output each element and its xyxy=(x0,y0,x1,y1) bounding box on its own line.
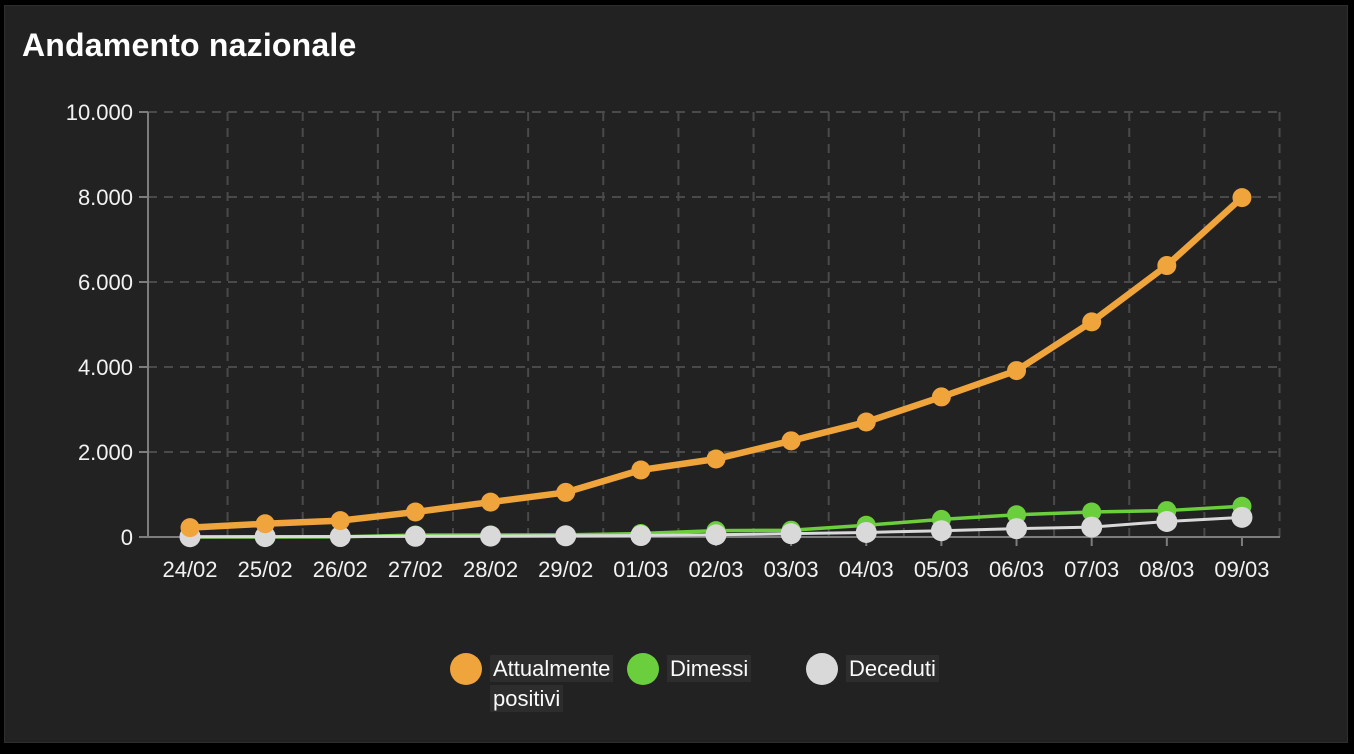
legend-label-deceduti: Deceduti xyxy=(846,653,939,684)
series-line-attualmente-positivi xyxy=(186,194,1246,531)
data-point-attualmente-positivi[interactable] xyxy=(255,514,275,534)
x-axis-label: 06/03 xyxy=(989,557,1044,582)
legend-item-deceduti: Deceduti xyxy=(806,653,939,685)
x-axis-label: 05/03 xyxy=(914,557,969,582)
y-axis-label: 10.000 xyxy=(66,100,133,125)
data-point-attualmente-positivi[interactable] xyxy=(781,431,801,451)
legend-item-dimessi: Dimessi xyxy=(627,653,752,685)
y-axis-label: 6.000 xyxy=(78,270,133,295)
data-point-dimessi[interactable] xyxy=(1082,502,1102,522)
x-axis-label: 28/02 xyxy=(463,557,518,582)
data-point-deceduti[interactable] xyxy=(780,523,802,545)
data-point-attualmente-positivi[interactable] xyxy=(1082,312,1102,332)
data-point-attualmente-positivi[interactable] xyxy=(330,511,350,531)
data-point-deceduti[interactable] xyxy=(1231,506,1253,528)
x-axis-label: 08/03 xyxy=(1139,557,1194,582)
data-point-deceduti[interactable] xyxy=(404,525,426,547)
x-axis-label: 01/03 xyxy=(613,557,668,582)
legend-label-dimessi: Dimessi xyxy=(667,653,752,684)
data-point-attualmente-positivi[interactable] xyxy=(1157,256,1177,276)
x-axis-label: 27/02 xyxy=(388,557,443,582)
data-point-deceduti[interactable] xyxy=(630,525,652,547)
data-point-attualmente-positivi[interactable] xyxy=(1007,361,1027,381)
legend-item-attualmente-positivi: Attualmente positivi xyxy=(450,653,625,714)
legend-dot-dimessi xyxy=(627,653,659,685)
legend-label-attualmente-positivi: Attualmente positivi xyxy=(490,653,625,714)
y-axis-label: 4.000 xyxy=(78,355,133,380)
x-axis-label: 29/02 xyxy=(538,557,593,582)
data-point-attualmente-positivi[interactable] xyxy=(1232,188,1252,208)
x-axis-label: 26/02 xyxy=(313,557,368,582)
x-axis-label: 04/03 xyxy=(839,557,894,582)
y-axis-label: 0 xyxy=(121,525,133,550)
data-point-attualmente-positivi[interactable] xyxy=(631,460,651,480)
data-point-attualmente-positivi[interactable] xyxy=(481,492,501,512)
data-point-attualmente-positivi[interactable] xyxy=(931,387,951,407)
data-point-deceduti[interactable] xyxy=(555,525,577,547)
chart-title: Andamento nazionale xyxy=(22,27,357,63)
data-point-deceduti[interactable] xyxy=(1081,516,1103,538)
x-axis-label: 24/02 xyxy=(162,557,217,582)
y-axis-label: 2.000 xyxy=(78,440,133,465)
data-point-attualmente-positivi[interactable] xyxy=(706,449,726,469)
data-point-deceduti[interactable] xyxy=(1006,518,1028,540)
x-axis-label: 25/02 xyxy=(238,557,293,582)
data-point-deceduti[interactable] xyxy=(855,521,877,543)
data-point-attualmente-positivi[interactable] xyxy=(556,482,576,502)
data-point-deceduti[interactable] xyxy=(480,525,502,547)
data-point-deceduti[interactable] xyxy=(1156,510,1178,532)
data-point-attualmente-positivi[interactable] xyxy=(856,412,876,432)
x-axis-label: 03/03 xyxy=(764,557,819,582)
x-axis-label: 07/03 xyxy=(1064,557,1119,582)
legend-dot-attualmente-positivi xyxy=(450,653,482,685)
x-axis-label: 09/03 xyxy=(1214,557,1269,582)
data-point-attualmente-positivi[interactable] xyxy=(405,502,425,522)
data-point-deceduti[interactable] xyxy=(705,524,727,546)
data-point-deceduti[interactable] xyxy=(930,520,952,542)
data-point-attualmente-positivi[interactable] xyxy=(180,518,200,538)
x-axis-label: 02/03 xyxy=(688,557,743,582)
data-point-deceduti[interactable] xyxy=(329,525,351,547)
y-axis-label: 8.000 xyxy=(78,185,133,210)
legend-dot-deceduti xyxy=(806,653,838,685)
